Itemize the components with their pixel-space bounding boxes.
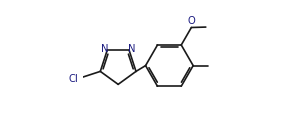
Text: Cl: Cl bbox=[68, 75, 78, 84]
Text: N: N bbox=[100, 44, 108, 54]
Text: O: O bbox=[188, 16, 196, 26]
Text: N: N bbox=[128, 44, 136, 54]
